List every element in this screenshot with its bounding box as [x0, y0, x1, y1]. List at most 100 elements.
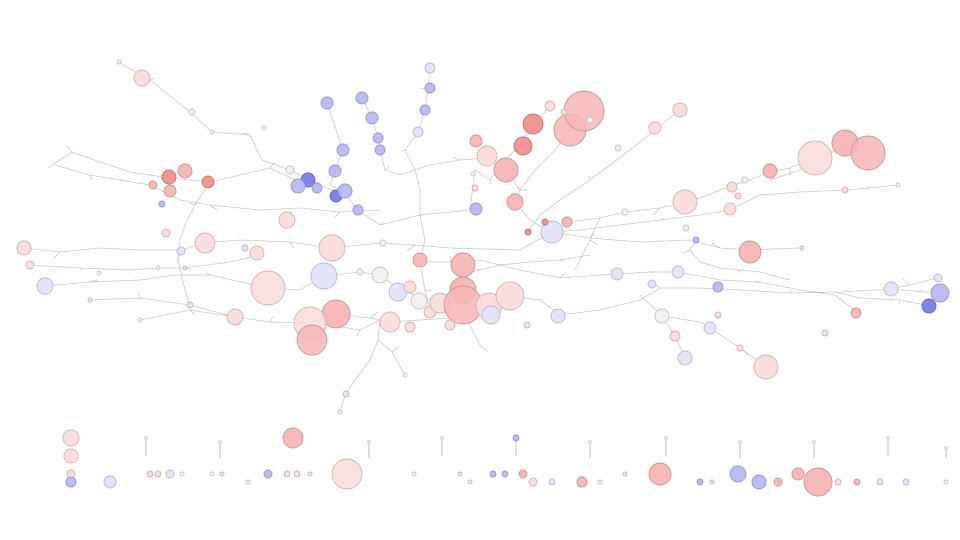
graph-node[interactable] — [671, 265, 685, 279]
isolated-node[interactable] — [696, 478, 704, 486]
isolated-node[interactable] — [489, 470, 497, 478]
graph-node[interactable] — [402, 372, 408, 378]
isolated-node[interactable] — [283, 470, 291, 478]
graph-node[interactable] — [163, 184, 177, 198]
isolated-node[interactable] — [943, 479, 949, 485]
graph-node[interactable] — [703, 321, 717, 335]
isolated-node[interactable] — [154, 470, 162, 478]
graph-node[interactable] — [883, 281, 899, 297]
graph-node[interactable] — [356, 268, 364, 276]
graph-node[interactable] — [522, 113, 544, 135]
graph-node[interactable] — [736, 344, 744, 352]
isolated-node[interactable] — [709, 479, 715, 485]
isolated-node[interactable] — [293, 470, 301, 478]
graph-node[interactable] — [471, 184, 479, 192]
isolated-node[interactable] — [518, 469, 528, 479]
isolated-node[interactable] — [63, 448, 79, 464]
isolated-node[interactable] — [282, 427, 304, 449]
graph-node[interactable] — [148, 180, 158, 190]
graph-node[interactable] — [419, 104, 431, 116]
graph-node[interactable] — [563, 90, 605, 132]
graph-node[interactable] — [226, 308, 244, 326]
graph-node[interactable] — [424, 62, 436, 74]
graph-node[interactable] — [648, 121, 662, 135]
graph-node[interactable] — [403, 280, 417, 294]
graph-node[interactable] — [186, 301, 194, 309]
graph-node[interactable] — [182, 265, 188, 271]
graph-node[interactable] — [586, 116, 594, 124]
graph-node[interactable] — [336, 143, 350, 157]
graph-node[interactable] — [714, 311, 722, 319]
isolated-node[interactable] — [179, 471, 185, 477]
graph-node[interactable] — [318, 234, 346, 262]
graph-node[interactable] — [241, 244, 249, 252]
isolated-node[interactable] — [548, 478, 556, 486]
graph-node[interactable] — [337, 409, 343, 415]
graph-node[interactable] — [513, 136, 533, 156]
graph-node[interactable] — [404, 321, 416, 333]
graph-node[interactable] — [550, 308, 566, 324]
isolated-node[interactable] — [245, 479, 251, 485]
isolated-node[interactable] — [791, 467, 805, 481]
graph-node[interactable] — [374, 144, 386, 156]
graph-node[interactable] — [352, 204, 364, 216]
graph-node[interactable] — [365, 111, 379, 125]
isolated-node[interactable] — [853, 478, 861, 486]
isolated-node[interactable] — [146, 470, 154, 478]
graph-node[interactable] — [672, 189, 698, 215]
isolated-node[interactable] — [263, 469, 273, 479]
graph-node[interactable] — [379, 239, 387, 247]
graph-node[interactable] — [495, 281, 525, 311]
graph-node[interactable] — [524, 228, 532, 236]
graph-node[interactable] — [116, 59, 122, 65]
stub-node[interactable] — [886, 436, 890, 440]
isolated-node[interactable] — [512, 434, 520, 442]
graph-node[interactable] — [176, 246, 186, 256]
graph-node[interactable] — [328, 164, 342, 178]
isolated-node[interactable] — [62, 429, 80, 447]
graph-node[interactable] — [290, 178, 306, 194]
graph-node[interactable] — [412, 126, 424, 138]
graph-node[interactable] — [250, 270, 286, 306]
isolated-node[interactable] — [597, 479, 603, 485]
graph-node[interactable] — [647, 279, 657, 289]
isolated-node[interactable] — [622, 471, 628, 477]
stub-node[interactable] — [664, 436, 668, 440]
graph-node[interactable] — [25, 260, 35, 270]
graph-node[interactable] — [155, 265, 161, 271]
graph-node[interactable] — [738, 240, 762, 264]
graph-node[interactable] — [481, 305, 501, 325]
graph-node[interactable] — [320, 96, 334, 110]
isolated-node[interactable] — [902, 478, 910, 486]
graph-node[interactable] — [799, 245, 805, 251]
isolated-node[interactable] — [467, 479, 473, 485]
graph-node[interactable] — [561, 216, 573, 228]
graph-node[interactable] — [654, 308, 670, 324]
graph-node[interactable] — [209, 129, 215, 135]
graph-node[interactable] — [669, 330, 681, 342]
isolated-node[interactable] — [219, 471, 225, 477]
graph-node[interactable] — [337, 183, 353, 199]
graph-node[interactable] — [523, 321, 531, 329]
stub-node[interactable] — [144, 436, 148, 440]
graph-node[interactable] — [753, 354, 779, 380]
graph-node[interactable] — [133, 69, 151, 87]
isolated-node[interactable] — [773, 477, 783, 487]
graph-node[interactable] — [355, 91, 369, 105]
graph-node[interactable] — [723, 202, 737, 216]
graph-node[interactable] — [96, 270, 102, 276]
graph-node[interactable] — [424, 82, 436, 94]
graph-node[interactable] — [677, 350, 693, 366]
graph-node[interactable] — [249, 245, 265, 261]
graph-node[interactable] — [469, 134, 483, 148]
graph-node[interactable] — [734, 192, 742, 200]
graph-node[interactable] — [379, 311, 401, 333]
graph-node[interactable] — [16, 240, 32, 256]
graph-node[interactable] — [285, 165, 295, 175]
graph-node[interactable] — [278, 211, 296, 229]
isolated-node[interactable] — [528, 477, 538, 487]
graph-node[interactable] — [476, 145, 498, 167]
graph-node[interactable] — [444, 319, 456, 331]
isolated-node[interactable] — [648, 462, 672, 486]
